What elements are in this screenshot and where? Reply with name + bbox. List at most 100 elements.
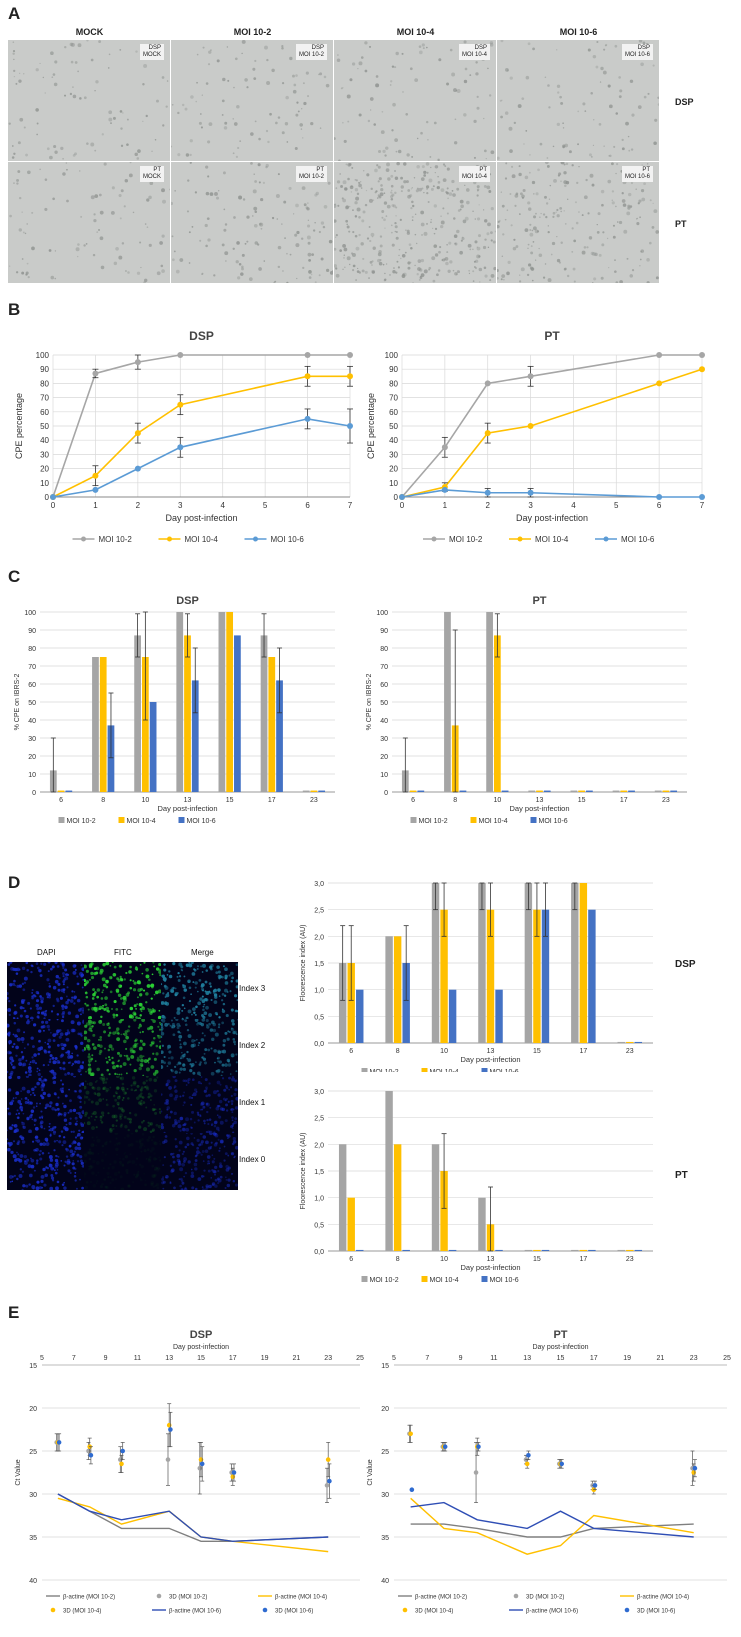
nucleus xyxy=(52,1033,57,1038)
cell-speck xyxy=(355,246,360,251)
ct-line xyxy=(57,1493,329,1543)
cell-speck xyxy=(484,274,488,278)
cell-speck xyxy=(488,94,492,97)
nucleus xyxy=(200,984,204,988)
nucleus xyxy=(197,1021,200,1024)
cell-speck xyxy=(188,262,191,264)
nucleus xyxy=(131,1133,134,1134)
nucleus xyxy=(191,1078,195,1082)
nucleus xyxy=(7,1008,12,1012)
cell-speck xyxy=(592,144,595,147)
bar xyxy=(459,790,467,792)
nucleus xyxy=(138,1139,142,1143)
cell-speck xyxy=(77,43,82,48)
nucleus xyxy=(40,1110,43,1113)
cell-speck xyxy=(171,201,174,206)
nucleus xyxy=(35,1159,39,1162)
nucleus xyxy=(118,964,122,968)
cell-speck xyxy=(348,162,352,166)
cell-speck xyxy=(162,124,165,127)
cell-speck xyxy=(504,218,507,221)
nucleus xyxy=(204,1149,209,1153)
nucleus xyxy=(16,1142,20,1146)
cell-speck xyxy=(346,256,351,261)
cell-speck xyxy=(334,203,337,208)
nucleus xyxy=(145,1079,148,1082)
cell-speck xyxy=(308,270,312,274)
nucleus xyxy=(42,1142,47,1147)
cell-speck xyxy=(625,121,629,126)
nucleus xyxy=(122,1062,127,1066)
nucleus xyxy=(72,1028,76,1033)
nucleus xyxy=(33,1124,36,1126)
cell-speck xyxy=(90,195,95,200)
nucleus xyxy=(199,1151,202,1154)
cell-speck xyxy=(490,274,495,278)
nucleus xyxy=(73,1175,77,1178)
nucleus xyxy=(97,1044,101,1048)
nucleus xyxy=(200,1101,205,1106)
nucleus xyxy=(95,966,100,971)
cell-speck xyxy=(556,214,560,218)
nucleus xyxy=(199,997,203,1001)
nucleus xyxy=(230,1172,234,1175)
nucleus xyxy=(216,965,220,969)
nucleus xyxy=(87,1019,92,1024)
nucleus xyxy=(221,1009,226,1013)
cell-speck xyxy=(206,217,210,221)
nucleus xyxy=(190,1171,194,1175)
cell-speck xyxy=(259,222,264,227)
cell-speck xyxy=(357,67,359,70)
cell-speck xyxy=(556,208,559,212)
nucleus xyxy=(177,1124,182,1129)
nucleus xyxy=(202,1015,206,1019)
nucleus xyxy=(107,1022,110,1025)
legend-label: MOI 10-4 xyxy=(479,818,508,825)
cell-speck xyxy=(148,243,152,247)
nucleus xyxy=(224,1187,227,1190)
nucleus xyxy=(214,1032,219,1037)
nucleus xyxy=(214,1061,216,1064)
micrograph-texture xyxy=(171,40,330,158)
nucleus xyxy=(140,1010,143,1013)
nucleus xyxy=(112,1031,116,1035)
nucleus xyxy=(43,1183,47,1187)
nucleus xyxy=(197,1177,202,1182)
cell-speck xyxy=(519,213,521,215)
nucleus xyxy=(53,1133,56,1135)
nucleus xyxy=(213,1143,218,1147)
nucleus xyxy=(178,1149,181,1152)
nucleus xyxy=(13,1174,16,1177)
bar xyxy=(176,612,184,792)
nucleus xyxy=(21,1140,26,1144)
nucleus xyxy=(85,1022,90,1026)
nucleus xyxy=(127,1025,131,1028)
cell-speck xyxy=(161,234,165,238)
bar xyxy=(524,1249,533,1251)
nucleus xyxy=(217,974,222,979)
nucleus xyxy=(152,962,155,964)
nucleus xyxy=(162,1140,166,1145)
nucleus xyxy=(184,1023,188,1027)
nucleus xyxy=(232,1122,235,1126)
cell-speck xyxy=(23,126,26,129)
cell-speck xyxy=(503,278,505,281)
nucleus xyxy=(30,1113,33,1117)
nucleus xyxy=(41,1186,44,1189)
nucleus xyxy=(153,1173,157,1177)
cell-speck xyxy=(423,174,427,177)
nucleus xyxy=(224,1063,228,1067)
nucleus xyxy=(54,1158,59,1163)
if-cell-2-2 xyxy=(161,1076,238,1133)
cell-speck xyxy=(380,130,385,135)
nucleus xyxy=(130,1084,133,1087)
nucleus xyxy=(199,1108,202,1111)
cell-speck xyxy=(528,263,532,267)
cell-speck xyxy=(414,78,419,83)
nucleus xyxy=(161,1064,164,1069)
nucleus xyxy=(74,1179,77,1182)
bar xyxy=(347,1197,355,1251)
nucleus xyxy=(179,1116,184,1121)
data-point xyxy=(699,366,705,373)
nucleus xyxy=(69,1099,72,1103)
